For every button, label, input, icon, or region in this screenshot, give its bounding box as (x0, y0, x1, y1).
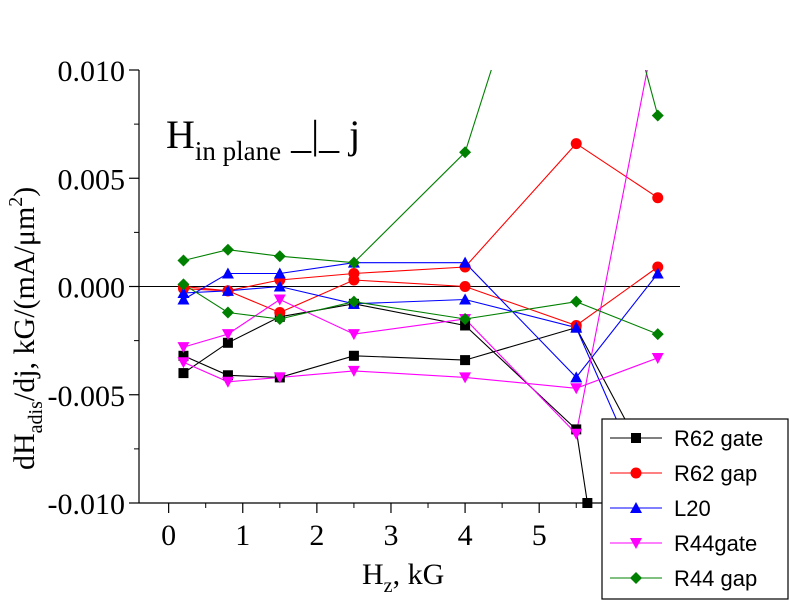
markers (177, 109, 664, 508)
legend-label-1: R62 gap (674, 461, 757, 486)
data-point-3-1-3 (347, 365, 360, 377)
y-tick-label-0: -0.010 (48, 488, 126, 521)
data-point-3-1-4 (459, 372, 472, 384)
data-point-4-0-4 (459, 146, 472, 159)
y-tick-label-4: 0.010 (58, 55, 126, 88)
data-point-3-0-0 (177, 342, 190, 354)
y-tick-label-3: 0.005 (58, 163, 126, 196)
data-point-4-0-0 (177, 254, 190, 267)
data-point-4-2-5 (570, 295, 583, 308)
data-point-4-1-1 (651, 109, 664, 122)
annotation: Hin plane _|_ j (166, 112, 360, 166)
y-tick-label-1: -0.005 (48, 380, 126, 413)
data-point-2-1-4 (459, 293, 472, 305)
data-point-2-0-1 (221, 267, 234, 279)
data-point-3-1-5 (570, 383, 583, 395)
data-point-0-1-0 (178, 350, 189, 361)
legend-marker-3 (630, 538, 642, 549)
data-point-1-1-2 (274, 306, 286, 318)
data-point-2-0-4 (459, 256, 472, 268)
data-point-0-1-1 (222, 370, 233, 381)
series-line-4-0 (183, 70, 492, 264)
x-tick-label-5: 5 (532, 519, 547, 552)
data-point-1-0-6 (652, 192, 664, 204)
data-point-3-1-0 (177, 357, 190, 369)
legend: R62 gate R62 gap L20 R44gate R44 gap (601, 418, 789, 600)
annotation-subscript: in plane (195, 136, 281, 166)
annotation-suffix: _|_ j (281, 112, 360, 157)
series-line-3-1 (183, 357, 658, 389)
x-axis-title: Hz, kG (362, 558, 444, 597)
x-tick-label-3: 3 (383, 519, 398, 552)
series-line-0-0 (183, 303, 588, 503)
legend-label-4: R44 gap (674, 566, 757, 591)
x-axis-title-subscript: z (384, 575, 393, 597)
x-tick-label-1: 1 (235, 519, 250, 552)
y-axis-title: dHadis/dj, kG/(mA/μm2) (5, 187, 47, 470)
data-point-2-1-0 (177, 286, 190, 298)
data-point-2-1-1 (221, 284, 234, 296)
data-point-1-1-3 (348, 274, 360, 286)
x-tick-label-0: 0 (161, 519, 176, 552)
data-point-1-0-5 (570, 138, 582, 150)
legend-marker-2 (630, 502, 642, 513)
series-line-3-0 (183, 70, 648, 435)
data-point-1-1-6 (652, 261, 664, 273)
legend-label-0: R62 gate (674, 426, 763, 451)
series-line-2-1 (183, 285, 654, 503)
data-point-2-0-6 (651, 267, 664, 279)
x-tick-label-2: 2 (309, 519, 324, 552)
x-tick-label-4: 4 (458, 519, 473, 552)
data-point-0-0-0 (178, 368, 189, 379)
y-tick-label-2: 0.000 (58, 272, 126, 305)
legend-marker-4 (630, 572, 642, 584)
data-point-1-1-4 (459, 281, 471, 292)
data-point-2-0-2 (273, 267, 286, 279)
series-line-4-2 (183, 283, 659, 335)
data-point-4-2-2 (273, 312, 286, 325)
data-point-4-0-2 (273, 250, 286, 263)
data-point-2-0-0 (177, 293, 190, 305)
data-point-3-1-1 (221, 376, 234, 388)
data-point-3-0-2 (273, 294, 286, 306)
data-point-3-1-6 (651, 352, 664, 364)
data-point-0-0-6 (582, 498, 593, 508)
legend-marker-0 (631, 433, 641, 443)
data-point-4-2-6 (651, 328, 664, 341)
data-point-3-1-2 (273, 372, 286, 384)
y-axis-title-suffix: /dj, kG/(mA/μm (8, 207, 41, 401)
series-line-4-1 (644, 70, 659, 116)
data-point-2-0-5 (570, 371, 583, 383)
y-axis-title-end: ) (8, 187, 41, 197)
data-point-4-2-1 (221, 306, 234, 319)
series-line-2-0 (183, 262, 659, 379)
data-point-4-2-0 (177, 278, 190, 291)
data-point-4-0-3 (347, 256, 360, 269)
data-point-4-2-3 (347, 295, 360, 308)
x-axis-title-suffix: , kG (393, 558, 445, 591)
data-point-2-1-2 (273, 280, 286, 292)
data-point-4-0-1 (221, 243, 234, 256)
data-point-0-1-4 (460, 355, 471, 366)
data-point-0-0-4 (460, 320, 471, 331)
legend-marker-1 (630, 467, 642, 479)
data-point-0-1-3 (348, 350, 359, 361)
data-point-3-0-3 (347, 329, 360, 341)
legend-label-3: R44gate (674, 531, 757, 556)
annotation-main: H (166, 112, 195, 157)
x-axis-title-main: H (362, 558, 384, 591)
y-axis-title-superscript: 2 (5, 197, 27, 207)
y-axis-title-main: dH (8, 433, 41, 470)
legend-label-2: L20 (674, 496, 711, 521)
data-point-0-0-1 (222, 337, 233, 348)
data-point-4-2-4 (459, 312, 472, 325)
data-point-3-0-1 (221, 329, 234, 341)
y-axis-title-subscript: adis (25, 401, 47, 433)
data-point-3-0-5 (570, 428, 583, 440)
data-point-2-1-5 (570, 321, 583, 333)
